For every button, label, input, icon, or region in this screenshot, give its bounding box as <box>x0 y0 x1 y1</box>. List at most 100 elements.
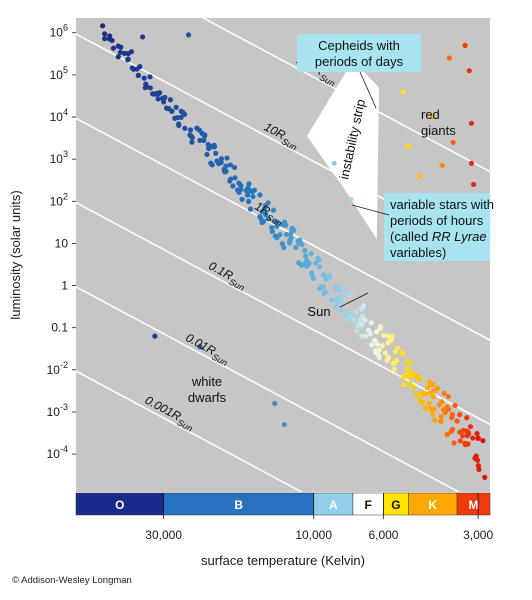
radius-line-label: 1RSun <box>252 199 283 229</box>
main-sequence-star <box>467 424 474 430</box>
main-sequence-star <box>218 156 225 162</box>
main-sequence-star <box>270 207 277 213</box>
main-sequence-star <box>374 329 380 335</box>
main-sequence-star <box>344 312 350 319</box>
red-giant-star <box>446 55 453 61</box>
white-dwarf-star <box>281 421 287 428</box>
main-sequence-star <box>454 418 460 424</box>
main-sequence-star <box>189 135 195 141</box>
main-sequence-star <box>369 342 375 348</box>
spectral-class-label: M <box>469 498 479 512</box>
main-sequence-star <box>288 235 294 241</box>
main-sequence-star <box>162 94 168 101</box>
main-sequence-star <box>342 285 348 291</box>
main-sequence-star <box>464 415 470 421</box>
main-sequence-star <box>293 244 299 250</box>
main-sequence-star <box>299 241 305 248</box>
y-axis-title: luminosity (solar units) <box>8 190 23 319</box>
spectral-class-label: O <box>115 498 124 512</box>
main-sequence-star <box>313 260 319 266</box>
main-sequence-star <box>137 64 143 70</box>
main-sequence-star <box>316 257 322 263</box>
main-sequence-star <box>306 260 312 267</box>
main-sequence-star <box>444 431 451 438</box>
main-sequence-star <box>347 291 353 297</box>
main-sequence-star <box>422 405 428 411</box>
main-sequence-star <box>187 127 194 133</box>
main-sequence-star <box>427 390 433 396</box>
main-sequence-star <box>117 49 123 55</box>
main-sequence-star <box>392 349 398 355</box>
red-giant-star <box>439 162 445 169</box>
main-sequence-star <box>231 164 238 171</box>
y-tick-label: 103 <box>50 149 68 166</box>
x-tick-label: 30,000 <box>145 528 182 542</box>
main-sequence-star <box>473 453 479 459</box>
main-sequence-star <box>399 350 406 357</box>
main-sequence-star <box>407 380 413 387</box>
main-sequence-star <box>102 31 108 37</box>
variable-star <box>331 160 337 166</box>
main-sequence-star <box>439 399 445 405</box>
spectral-class-label: K <box>428 498 437 512</box>
main-sequence-star <box>298 262 305 268</box>
main-sequence-star <box>430 381 436 388</box>
main-sequence-star <box>308 251 314 257</box>
main-sequence-star <box>189 139 195 145</box>
main-sequence-star <box>238 186 244 192</box>
main-sequence-star <box>336 287 342 293</box>
main-sequence-star <box>359 333 365 339</box>
main-sequence-star <box>410 384 416 390</box>
main-sequence-star <box>172 115 178 121</box>
main-sequence-star <box>155 96 161 102</box>
main-sequence-star <box>227 162 234 168</box>
main-sequence-star <box>431 388 437 394</box>
radius-line <box>76 117 490 342</box>
spectral-class-label: A <box>329 498 338 512</box>
red-giant-star <box>400 89 406 95</box>
red-giants-label-line2: giants <box>421 123 456 138</box>
main-sequence-star <box>372 337 378 343</box>
main-sequence-star <box>147 85 153 91</box>
sun-label: Sun <box>307 304 330 319</box>
main-sequence-star <box>280 221 287 227</box>
main-sequence-star <box>379 343 385 349</box>
instability-strip: instability strip <box>307 60 379 240</box>
main-sequence-star <box>395 345 401 351</box>
red-giants-label-line1: red <box>421 107 440 122</box>
white-dwarfs-label-line1: white <box>191 374 222 389</box>
red-giant-star <box>429 114 435 120</box>
main-sequence-star <box>269 224 275 231</box>
annotations: 100RSun10RSun1RSun0.1RSun0.01RSun0.001RS… <box>143 34 494 434</box>
main-sequence-star <box>475 435 481 441</box>
main-sequence-star <box>141 75 147 81</box>
main-sequence-star <box>102 35 108 42</box>
radius-line <box>76 370 304 492</box>
main-sequence-star <box>238 182 244 189</box>
main-sequence-star <box>368 320 374 326</box>
spectral-class-segment <box>456 492 491 516</box>
main-sequence-star <box>391 366 397 372</box>
main-sequence-star <box>247 206 254 212</box>
main-sequence-star <box>279 241 285 247</box>
y-tick-label: 106 <box>50 23 68 40</box>
main-sequence-star <box>361 303 367 309</box>
red-giant-star <box>450 139 456 145</box>
main-sequence-star <box>328 297 335 303</box>
main-sequence-star <box>176 121 182 127</box>
main-sequence-star <box>272 233 278 239</box>
spectral-class-label: B <box>234 498 243 512</box>
main-sequence-star <box>316 264 323 270</box>
main-sequence-star <box>480 438 486 444</box>
white-dwarfs-label-line2: dwarfs <box>188 390 227 405</box>
x-axis-title: surface temperature (Kelvin) <box>201 553 365 568</box>
main-sequence-star <box>419 400 426 406</box>
white-dwarf-star <box>272 400 278 407</box>
main-sequence-star <box>359 321 365 328</box>
main-sequence-star <box>457 412 463 418</box>
main-sequence-star <box>476 466 482 473</box>
x-tick-label: 10,000 <box>295 528 332 542</box>
red-giant-star <box>417 173 423 179</box>
main-sequence-star <box>232 175 238 181</box>
main-sequence-star <box>327 274 333 280</box>
